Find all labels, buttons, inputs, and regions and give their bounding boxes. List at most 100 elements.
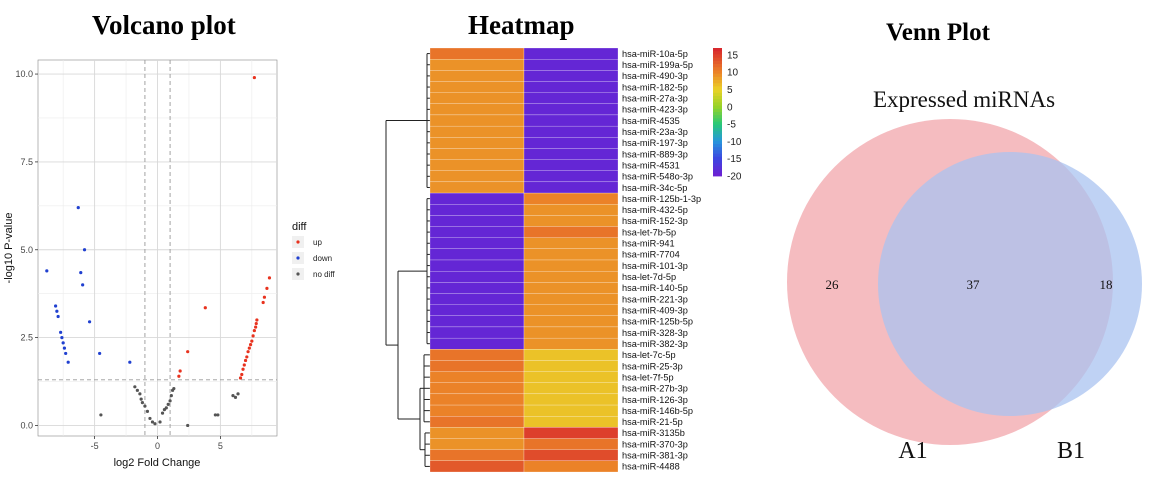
heatmap: hsa-miR-10a-5phsa-miR-199a-5phsa-miR-490… — [385, 47, 742, 473]
volcano-point-no-diff — [169, 393, 173, 398]
colorbar-segment — [713, 108, 722, 113]
volcano-point-up — [177, 374, 181, 378]
heatmap-cell — [523, 449, 619, 461]
volcano-point-up — [245, 355, 249, 359]
colorbar-segment — [713, 160, 722, 164]
colorbar-tick-label: -10 — [727, 137, 742, 148]
heatmap-row-label: hsa-miR-370-3p — [622, 439, 688, 449]
volcano-point-up — [265, 286, 269, 291]
volcano-point-up — [238, 376, 243, 380]
heatmap-cell — [523, 125, 619, 138]
colorbar-segment — [713, 137, 722, 142]
colorbar-segment — [713, 118, 722, 122]
heatmap-cell — [429, 337, 525, 350]
volcano-point-down — [56, 314, 60, 319]
heatmap-cell — [523, 304, 619, 316]
volcano-point-no-diff — [160, 411, 165, 415]
heatmap-cell — [429, 81, 525, 93]
colorbar-segment — [713, 115, 722, 119]
heatmap-cell — [429, 192, 525, 205]
heatmap-row-label: hsa-let-7f-5p — [622, 372, 674, 382]
heatmap-cell — [523, 438, 619, 450]
heatmap-cell — [523, 92, 619, 104]
volcano-ytick-label: 0.0 — [20, 420, 33, 430]
heatmap-row-label: hsa-miR-125b-5p — [622, 317, 693, 327]
volcano-point-up — [250, 339, 254, 343]
volcano-point-up — [203, 306, 207, 310]
heatmap-cell — [429, 326, 525, 339]
volcano-point-up — [262, 295, 267, 299]
volcano-point-down — [98, 351, 102, 356]
heatmap-row-label: hsa-miR-197-3p — [622, 138, 688, 148]
heatmap-cell — [429, 282, 525, 294]
volcano-point-up — [255, 318, 259, 322]
volcano-point-up — [242, 363, 246, 367]
colorbar-segment — [713, 121, 722, 126]
heatmap-cell — [523, 349, 619, 361]
venn-label-b1: B1 — [1057, 438, 1085, 464]
heatmap-row-label: hsa-miR-4531 — [622, 160, 680, 170]
colorbar-segment — [713, 99, 722, 103]
volcano-legend-dot-up — [296, 240, 300, 244]
heatmap-row-label: hsa-miR-423-3p — [622, 105, 688, 115]
heatmap-cell — [429, 170, 525, 183]
colorbar-segment — [713, 150, 722, 154]
volcano-point-down — [45, 269, 49, 273]
volcano-point-no-diff — [172, 386, 176, 391]
volcano-point-no-diff — [213, 413, 217, 417]
heatmap-row-label: hsa-miR-221-3p — [622, 294, 688, 304]
heatmap-row-label: hsa-miR-381-3p — [622, 451, 688, 461]
heatmap-row-label: hsa-let-7d-5p — [622, 272, 676, 282]
heatmap-row-label: hsa-let-7c-5p — [622, 350, 676, 360]
heatmap-cell — [523, 237, 619, 249]
heatmap-dendrogram — [385, 53, 430, 467]
volcano-ytick-label: 5.0 — [20, 245, 33, 255]
heatmap-cell — [523, 47, 619, 60]
colorbar-segment — [713, 83, 722, 87]
heatmap-row-label: hsa-miR-146b-5p — [622, 406, 693, 416]
volcano-ytick-label: 10.0 — [15, 69, 33, 79]
volcano-xtick-label: 5 — [218, 441, 223, 451]
heatmap-row-label: hsa-miR-25-3p — [622, 361, 683, 371]
colorbar-tick-label: 0 — [727, 102, 733, 113]
heatmap-row-label: hsa-miR-4488 — [622, 462, 680, 472]
heatmap-cell — [429, 137, 525, 149]
volcano-legend-title: diff — [292, 221, 307, 233]
heatmap-row-label: hsa-miR-409-3p — [622, 306, 688, 316]
volcano-point-up — [246, 350, 250, 354]
volcano-point-no-diff — [153, 422, 157, 426]
volcano-point-up — [248, 343, 253, 347]
colorbar-segment — [713, 112, 722, 116]
colorbar-segment — [713, 172, 722, 177]
heatmap-row-label: hsa-miR-10a-5p — [622, 49, 688, 59]
volcano-point-up — [243, 358, 248, 363]
heatmap-cell — [429, 259, 525, 272]
colorbar-segment — [713, 140, 722, 145]
volcano-point-down — [81, 283, 85, 287]
colorbar-segment — [713, 169, 722, 174]
heatmap-cell — [429, 427, 525, 439]
colorbar-segment — [713, 60, 722, 65]
volcano-point-down — [60, 336, 64, 340]
heatmap-cell — [523, 427, 619, 439]
heatmap-row-label: hsa-miR-4535 — [622, 116, 680, 126]
heatmap-cell — [429, 404, 525, 417]
volcano-point-up — [240, 372, 244, 377]
heatmap-row-label: hsa-miR-941 — [622, 239, 675, 249]
heatmap-cell — [429, 226, 525, 238]
heatmap-cell — [429, 47, 525, 60]
heatmap-cell — [523, 148, 619, 160]
volcano-point-up — [252, 328, 256, 333]
colorbar-segment — [713, 153, 722, 158]
heatmap-row-label: hsa-miR-126-3p — [622, 395, 688, 405]
heatmap-cell — [429, 125, 525, 138]
colorbar-tick-label: -15 — [727, 154, 742, 165]
colorbar-segment — [713, 105, 722, 110]
volcano-legend-label-no-diff: no diff — [313, 270, 335, 279]
volcano-point-down — [61, 341, 65, 345]
heatmap-cell — [429, 204, 525, 216]
heatmap-cell — [429, 148, 525, 160]
volcano-plot: -5 0 5 0.0 2.5 5.0 7.5 10.0 log2 Fold Change -l… — [3, 59, 335, 469]
heatmap-cell — [523, 192, 619, 205]
heatmap-row-label: hsa-miR-382-3p — [622, 339, 688, 349]
